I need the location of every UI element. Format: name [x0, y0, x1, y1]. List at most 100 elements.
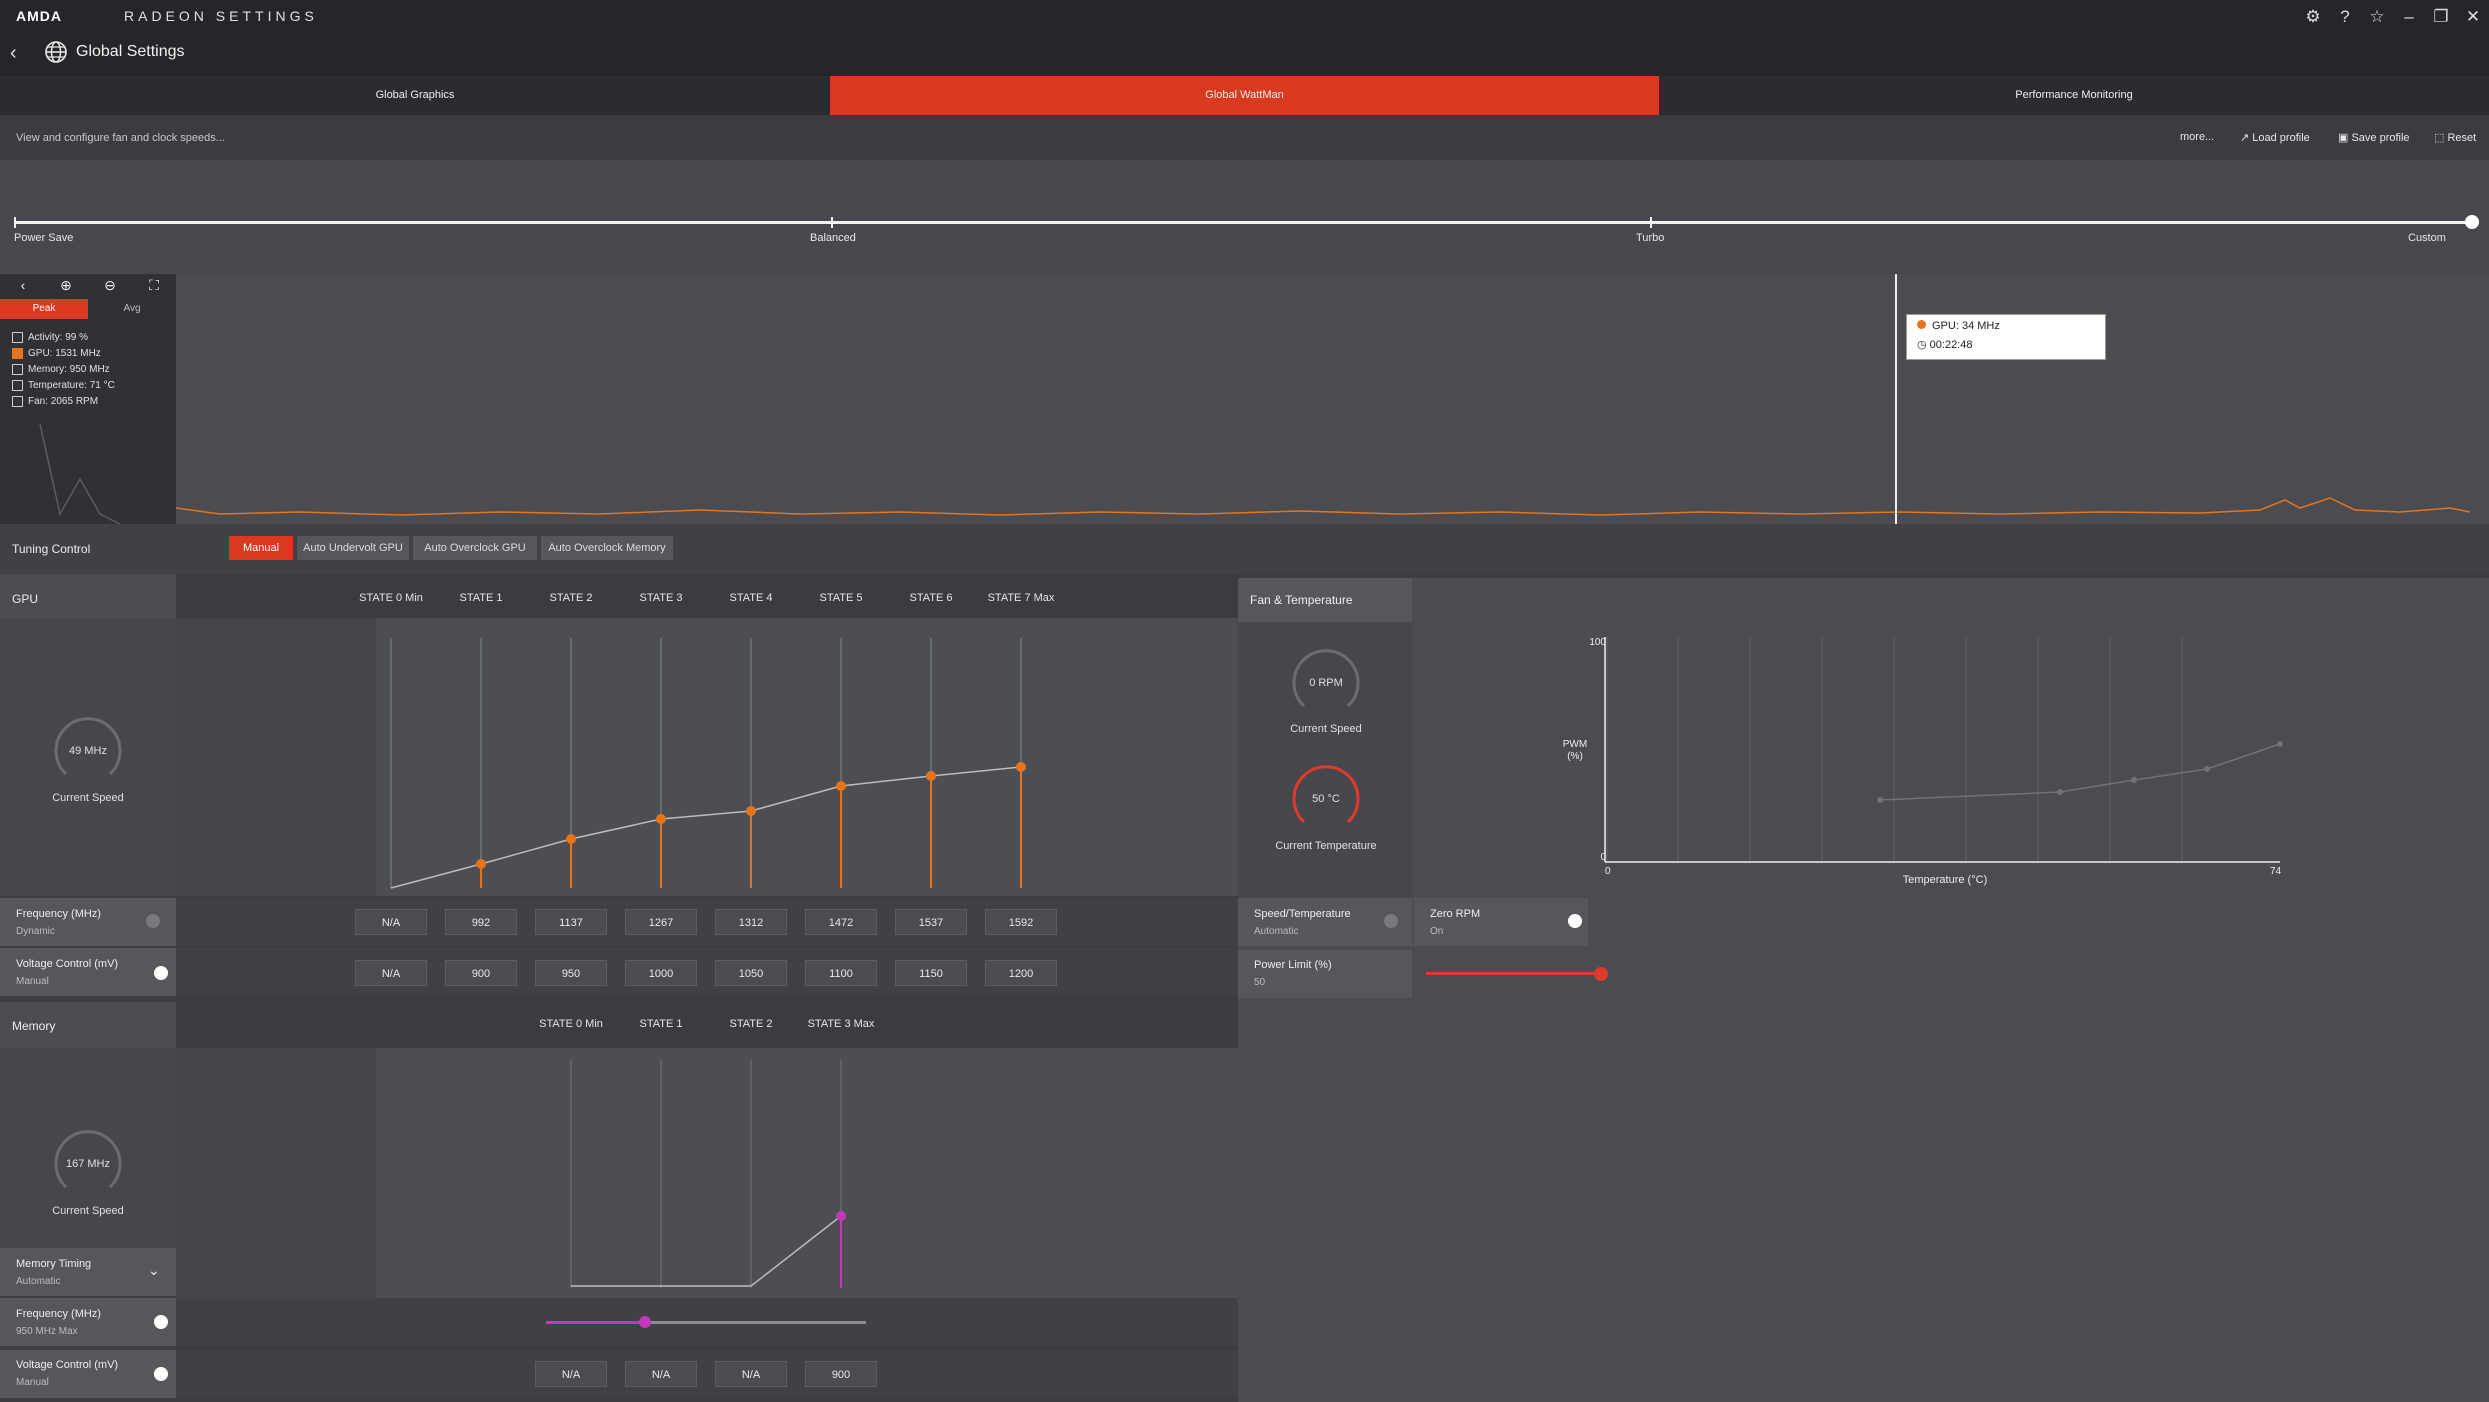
gpu-frequency-row	[176, 898, 1238, 946]
legend-activity[interactable]: Activity: 99 %	[12, 332, 88, 346]
gpu-voltage-mode: Manual	[16, 976, 49, 987]
gpu-voltage-cell[interactable]: 1100	[805, 960, 877, 986]
more-link[interactable]: more...	[2180, 131, 2215, 143]
memory-label: Memory	[12, 1019, 56, 1033]
memory-voltage-cell[interactable]: N/A	[715, 1361, 787, 1387]
help-icon[interactable]: ?	[2340, 7, 2350, 26]
close-icon[interactable]: ✕	[2465, 7, 2481, 26]
memory-voltage-cell[interactable]: 900	[805, 1361, 877, 1387]
checkbox[interactable]	[12, 332, 23, 343]
memory-frequency-toggle[interactable]	[154, 1315, 168, 1329]
peak-button[interactable]: Peak	[0, 299, 88, 319]
gpu-state-header: STATE 6	[909, 592, 953, 604]
gpu-header-left	[0, 574, 176, 618]
time-cursor[interactable]	[1895, 274, 1897, 524]
gpu-voltage-cell[interactable]: 1150	[895, 960, 967, 986]
memory-timing-control[interactable]	[0, 1248, 176, 1296]
auto-undervolt-gpu-button[interactable]: Auto Undervolt GPU	[297, 536, 409, 560]
zero-rpm-label: Zero RPM	[1430, 908, 1481, 920]
gpu-frequency-cell[interactable]: 1267	[625, 909, 697, 935]
gpu-voltage-toggle[interactable]	[154, 966, 168, 980]
power-limit-slider-track[interactable]	[1426, 972, 1600, 975]
gpu-voltage-cell[interactable]: 900	[445, 960, 517, 986]
gpu-voltage-cell[interactable]: N/A	[355, 960, 427, 986]
fan-curve-chart[interactable]	[1412, 622, 2489, 898]
preset-balanced[interactable]: Balanced	[810, 232, 856, 244]
legend-label: Fan: 2065 RPM	[28, 396, 99, 408]
preset-power-save[interactable]: Power Save	[14, 232, 74, 244]
preset-panel	[0, 160, 2489, 274]
gpu-clock-trace	[39, 423, 2471, 524]
avg-button[interactable]: Avg	[123, 303, 141, 314]
legend-label: Temperature: 71 °C	[28, 380, 115, 392]
gpu-frequency-toggle[interactable]	[146, 914, 160, 928]
memory-chart-gutter	[176, 1048, 376, 1298]
memory-voltage-toggle[interactable]	[154, 1367, 168, 1381]
series-dot-icon	[1917, 320, 1926, 329]
legend-gpu[interactable]: GPU: 1531 MHz	[12, 348, 101, 362]
memory-voltage-cell[interactable]: N/A	[625, 1361, 697, 1387]
memory-state-chart[interactable]	[376, 1048, 1238, 1298]
fit-icon[interactable]: ⛶	[149, 277, 159, 293]
speed-temperature-label: Speed/Temperature	[1254, 908, 1351, 920]
auto-overclock-gpu-button[interactable]: Auto Overclock GPU	[413, 536, 537, 560]
fan-chart-x-label: Temperature (°C)	[1902, 874, 1988, 886]
star-icon[interactable]: ☆	[2369, 7, 2385, 26]
memory-voltage-mode: Manual	[16, 1377, 49, 1388]
preset-custom[interactable]: Custom	[2408, 232, 2446, 244]
gpu-frequency-cell[interactable]: 1537	[895, 909, 967, 935]
fan-current-speed-caption: Current Speed	[1290, 723, 1362, 735]
auto-overclock-memory-button[interactable]: Auto Overclock Memory	[541, 536, 673, 560]
checkbox[interactable]	[12, 380, 23, 391]
gpu-voltage-cell[interactable]: 1000	[625, 960, 697, 986]
tab-global-wattman[interactable]: Global WattMan	[830, 76, 1659, 115]
gpu-voltage-cell[interactable]: 1200	[985, 960, 1057, 986]
memory-frequency-slider-track[interactable]	[646, 1321, 866, 1324]
zero-rpm-value: On	[1430, 926, 1444, 937]
checkbox-checked[interactable]	[12, 348, 23, 359]
zoom-out-icon[interactable]: ⊖	[104, 277, 116, 293]
minimize-icon[interactable]: –	[2404, 7, 2414, 26]
memory-header-left	[0, 1002, 176, 1048]
memory-chart-area	[376, 1048, 1238, 1298]
memory-frequency-slider-fill[interactable]	[546, 1321, 646, 1324]
gpu-frequency-cell[interactable]: N/A	[355, 909, 427, 935]
preset-slider-knob[interactable]	[2465, 215, 2479, 229]
gpu-frequency-mode: Dynamic	[16, 926, 55, 937]
reset-button[interactable]: ⬚ Reset	[2434, 131, 2476, 144]
preset-turbo[interactable]: Turbo	[1636, 232, 1665, 244]
speed-temperature-toggle[interactable]	[1384, 914, 1398, 928]
tab-performance-monitoring[interactable]: Performance Monitoring	[2015, 89, 2133, 101]
power-limit-slider-knob[interactable]	[1594, 967, 1608, 981]
load-profile-button[interactable]: ↗ Load profile	[2240, 131, 2310, 144]
legend-fan[interactable]: Fan: 2065 RPM	[12, 396, 98, 410]
save-profile-button[interactable]: ▣ Save profile	[2338, 131, 2410, 144]
gpu-voltage-cell[interactable]: 1050	[715, 960, 787, 986]
power-limit-label: Power Limit (%)	[1254, 959, 1332, 971]
preset-slider-track[interactable]	[14, 221, 2470, 224]
checkbox[interactable]	[12, 364, 23, 375]
gpu-frequency-cell[interactable]: 992	[445, 909, 517, 935]
gpu-frequency-cell[interactable]: 1137	[535, 909, 607, 935]
app-name: RADEON SETTINGS	[124, 8, 318, 24]
gpu-voltage-cell[interactable]: 950	[535, 960, 607, 986]
tuning-manual-button[interactable]: Manual	[229, 536, 293, 560]
legend-temperature[interactable]: Temperature: 71 °C	[12, 380, 115, 394]
bug-report-icon[interactable]: ⚙	[2305, 7, 2321, 26]
back-arrow-icon[interactable]: ‹	[10, 42, 17, 64]
tab-global-graphics[interactable]: Global Graphics	[375, 89, 455, 101]
chevron-left-icon[interactable]: ‹	[20, 277, 26, 293]
gpu-frequency-cell[interactable]: 1472	[805, 909, 877, 935]
memory-frequency-slider-knob[interactable]	[639, 1316, 651, 1328]
gpu-state-chart[interactable]	[376, 618, 1238, 896]
zero-rpm-toggle[interactable]	[1568, 914, 1582, 928]
gpu-frequency-cell[interactable]: 1312	[715, 909, 787, 935]
page-title: Global Settings	[76, 43, 185, 60]
memory-voltage-cell[interactable]: N/A	[535, 1361, 607, 1387]
chevron-down-icon[interactable]: ⌄	[148, 1262, 160, 1278]
zoom-in-icon[interactable]: ⊕	[60, 277, 72, 293]
legend-memory[interactable]: Memory: 950 MHz	[12, 364, 110, 378]
restore-icon[interactable]: ❐	[2433, 7, 2449, 26]
checkbox[interactable]	[12, 396, 23, 407]
gpu-frequency-cell[interactable]: 1592	[985, 909, 1057, 935]
